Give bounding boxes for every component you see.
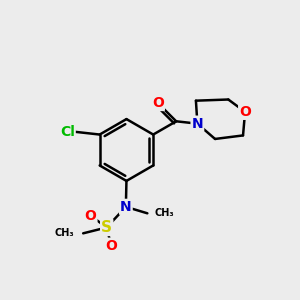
- Text: O: O: [152, 96, 164, 110]
- Text: CH₃: CH₃: [154, 208, 174, 218]
- Text: O: O: [239, 105, 251, 119]
- Text: S: S: [101, 220, 112, 235]
- Text: O: O: [85, 209, 97, 223]
- Text: N: N: [120, 200, 132, 214]
- Text: Cl: Cl: [60, 124, 75, 139]
- Text: O: O: [105, 239, 117, 253]
- Text: N: N: [192, 117, 203, 130]
- Text: CH₃: CH₃: [55, 228, 74, 238]
